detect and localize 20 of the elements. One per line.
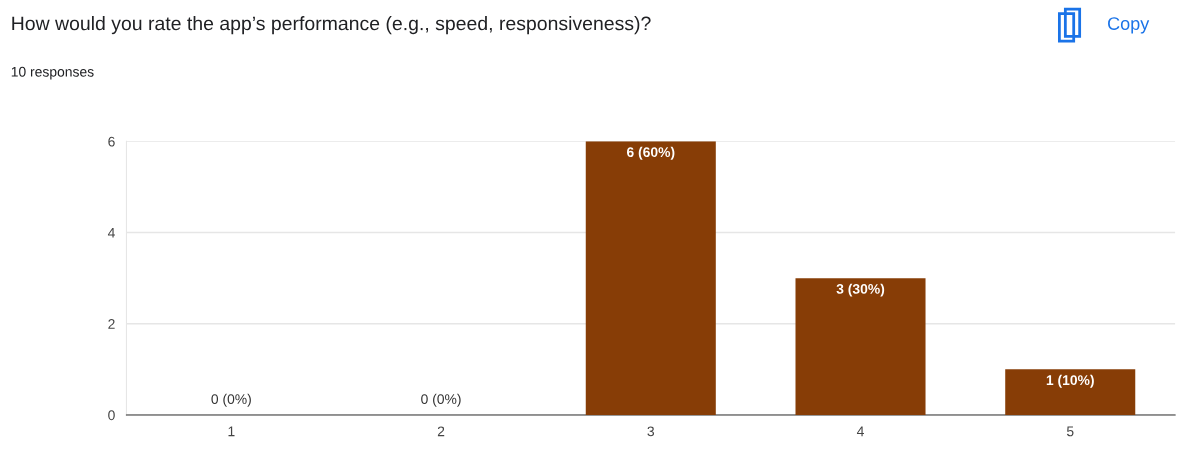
y-tick-label: 0 <box>108 410 115 421</box>
data-label: 3 (30%) <box>836 283 885 297</box>
data-label: 0 (0%) <box>211 393 251 407</box>
x-tick-label: 3 <box>647 426 655 437</box>
y-tick-label: 6 <box>108 136 115 147</box>
y-tick-label: 2 <box>108 319 115 329</box>
chart-title: How would you rate the app’s performance (e.g., speed, responsiveness)? <box>12 16 651 35</box>
bar <box>795 278 926 415</box>
chart-subtitle: 10 responses <box>11 66 94 80</box>
data-label: 6 (60%) <box>626 146 675 160</box>
bar <box>1005 369 1136 415</box>
x-tick-label: 2 <box>437 426 445 437</box>
x-tick-label: 5 <box>1066 426 1074 437</box>
x-tick-label: 1 <box>228 426 235 437</box>
bar <box>585 141 716 415</box>
y-tick-label: 4 <box>107 228 115 238</box>
data-label: 0 (0%) <box>421 393 461 407</box>
x-tick-label: 4 <box>856 426 864 437</box>
text: Copy <box>1108 17 1150 34</box>
data-label: 1 (10%) <box>1046 374 1094 388</box>
